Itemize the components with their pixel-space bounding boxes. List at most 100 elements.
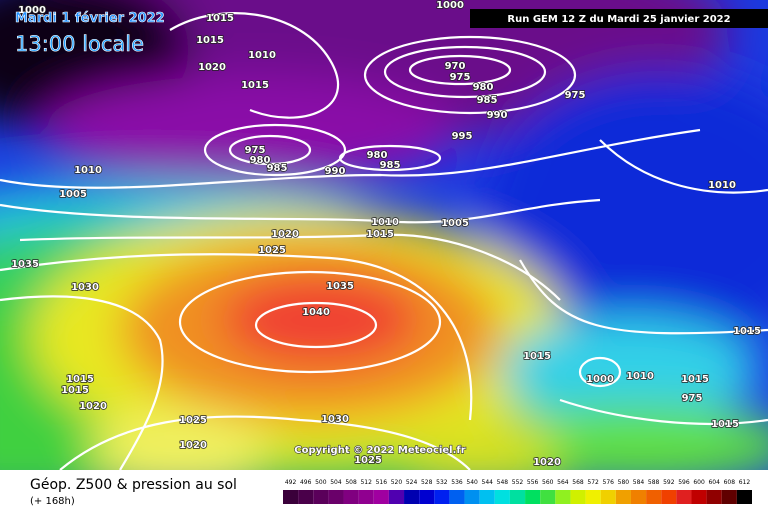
isobar-label: 1030 (321, 414, 349, 425)
scale-swatch (600, 490, 616, 504)
scale-swatch (343, 490, 359, 504)
scale-label: 584 (633, 479, 645, 486)
isobar-label: 1020 (179, 440, 207, 451)
isobar-label: 980 (250, 155, 271, 166)
scale-label: 528 (421, 479, 433, 486)
isobar-label: 1010 (74, 165, 102, 176)
scale-swatch (419, 490, 435, 504)
scale-label: 524 (406, 479, 418, 486)
footer-title: Géop. Z500 & pression au sol (30, 477, 237, 493)
scale-label: 588 (648, 479, 660, 486)
scale-swatch (736, 490, 752, 504)
isobars (0, 12, 768, 470)
isobar-label: 995 (452, 131, 473, 142)
forecast-time: 13:00 locale (15, 32, 144, 56)
scale-swatch (540, 490, 556, 504)
scale-swatch (585, 490, 601, 504)
isobar-label: 975 (245, 145, 266, 156)
run-box (470, 9, 768, 28)
isobar-label: 1015 (61, 385, 89, 396)
isobar-label: 1000 (586, 374, 614, 385)
isobar-label: 1015 (733, 326, 761, 337)
scale-label: 548 (497, 479, 509, 486)
scale-label: 596 (678, 479, 690, 486)
scale-swatch (721, 490, 737, 504)
scale-swatch (570, 490, 586, 504)
scale-label: 604 (708, 479, 720, 486)
scale-swatch (313, 490, 329, 504)
scale-swatch (479, 490, 495, 504)
scale-label: 564 (557, 479, 569, 486)
isobar-label: 1010 (626, 371, 654, 382)
isobar-label: 1015 (196, 35, 224, 46)
isobar-label: 975 (450, 72, 471, 83)
scale-swatch (630, 490, 647, 504)
isobar-label: 1015 (711, 419, 739, 430)
scale-swatch (661, 490, 677, 504)
run-info: Run GEM 12 Z du Mardi 25 janvier 2022 (507, 14, 730, 25)
scale-swatch (328, 490, 344, 504)
scale-swatch (388, 490, 405, 504)
isobar-label: 990 (487, 110, 508, 121)
scale-label: 600 (693, 479, 705, 486)
isobar-label: 1020 (533, 457, 561, 468)
scale-label: 504 (330, 479, 342, 486)
scale-swatch (434, 490, 450, 504)
scale-label: 556 (527, 479, 539, 486)
scale-label: 500 (315, 479, 327, 486)
isobar-label: 1015 (681, 374, 709, 385)
isobar-label: 980 (367, 150, 388, 161)
scale-label: 540 (466, 479, 478, 486)
scale-label: 516 (376, 479, 388, 486)
isobar-label: 1035 (11, 259, 39, 270)
isobar-label: 1025 (354, 455, 382, 466)
isobar-label: 1005 (59, 189, 87, 200)
isobar-label: 1020 (198, 62, 226, 73)
isobar-label: 985 (380, 160, 401, 171)
scale-label: 592 (663, 479, 675, 486)
isobar-label: 980 (473, 82, 494, 93)
isobar-label: 1000 (436, 0, 464, 11)
isobar-label: 1025 (258, 245, 286, 256)
scale-label: 576 (603, 479, 615, 486)
isobar-label: 1010 (371, 217, 399, 228)
scale-swatch (555, 490, 571, 504)
forecast-date: Mardi 1 février 2022 (15, 11, 165, 26)
isobar-labels: 1000101510001015101010201015970975980985… (10, 0, 761, 469)
scale-swatch (509, 490, 526, 504)
scale-label: 580 (618, 479, 630, 486)
scale-swatch (404, 490, 420, 504)
isobar-label: 1010 (248, 50, 276, 61)
isobar-label: 970 (445, 61, 466, 72)
scale-swatch (358, 490, 374, 504)
scale-swatch (706, 490, 722, 504)
scale-label: 552 (512, 479, 524, 486)
scale-swatch (691, 490, 707, 504)
scale-label: 532 (436, 479, 448, 486)
isobar-label: 1015 (241, 80, 269, 91)
scale-label: 572 (587, 479, 599, 486)
scale-label: 568 (572, 479, 584, 486)
isobar-label: 1035 (326, 281, 354, 292)
isobar-label: 1020 (79, 401, 107, 412)
scale-swatch (464, 490, 480, 504)
isobar-label: 1015 (366, 229, 394, 240)
scale-label: 508 (345, 479, 357, 486)
isobar-label: 990 (325, 166, 346, 177)
scale-swatch (298, 490, 314, 504)
scale-label: 608 (724, 479, 736, 486)
isobar-label: 1020 (271, 229, 299, 240)
isobar-label: 1030 (71, 282, 99, 293)
map-field (0, 0, 768, 470)
scale-label: 492 (285, 479, 297, 486)
color-scale: 492 496 500 504 508 512 516 520 524 528 532 536 540 5… (283, 479, 752, 504)
footer-lead: (+ 168h) (30, 496, 75, 507)
scale-swatch (449, 490, 465, 504)
scale-swatch (525, 490, 541, 504)
isobar-label: 975 (682, 393, 703, 404)
scale-label: 560 (542, 479, 554, 486)
isobar-label: 1040 (302, 307, 330, 318)
scale-swatch (283, 490, 299, 504)
isobar-label: 1015 (523, 351, 551, 362)
